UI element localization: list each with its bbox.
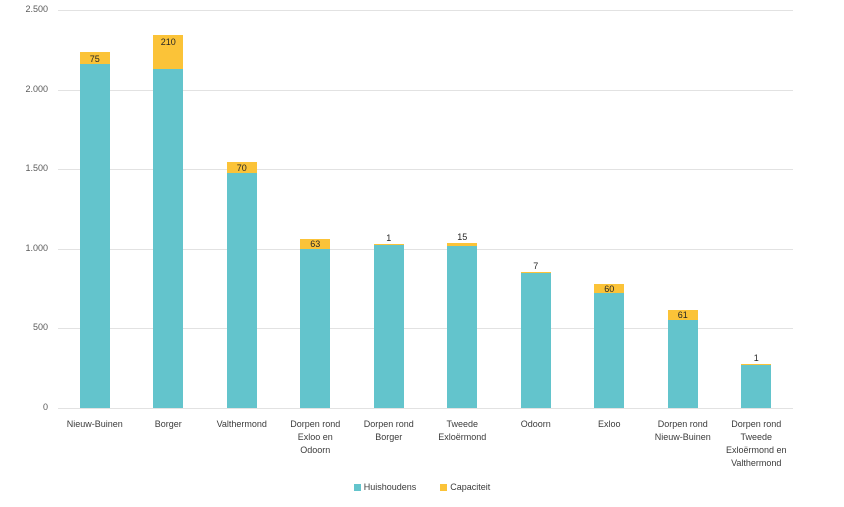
x-tick-label: Dorpen rond Nieuw-Buinen [654, 419, 711, 442]
bar-data-label: 7 [533, 260, 539, 271]
bar-data-label: 70 [236, 163, 247, 174]
x-tick-label: Tweede Exloërmond [438, 419, 487, 442]
y-tick-label: 2.500 [25, 4, 48, 14]
legend-label: Huishoudens [363, 482, 417, 492]
bar-segment-huishoudens[interactable] [226, 173, 257, 408]
gridline [58, 10, 793, 11]
bar-data-label: 1 [753, 353, 759, 364]
legend-swatch-capaciteit [440, 483, 448, 491]
bar-segment-capaciteit[interactable] [447, 243, 478, 246]
plot-area: 75 210 70 63 1 15 7 60 61 1 [58, 10, 793, 409]
legend-label: Capaciteit [450, 482, 491, 492]
chart-legend: Huishoudens Capaciteit [0, 482, 844, 492]
y-tick-label: 2.000 [25, 83, 48, 94]
bar-segment-huishoudens[interactable] [300, 248, 331, 408]
bar-segment-huishoudens[interactable] [667, 319, 698, 408]
x-tick-label: Borger [154, 419, 182, 429]
bar-data-label: 63 [310, 239, 321, 250]
bar-segment-huishoudens[interactable] [741, 364, 772, 408]
bar-segment-capaciteit[interactable] [226, 162, 257, 174]
y-tick-label: 1.500 [25, 163, 48, 174]
bar-segment-huishoudens[interactable] [520, 272, 551, 408]
bar-segment-huishoudens[interactable] [447, 245, 478, 408]
bar-segment-huishoudens[interactable] [594, 293, 625, 408]
bar-data-label: 60 [604, 284, 615, 295]
x-tick-label: Dorpen rond Tweede Exloërmond en Valther… [725, 419, 787, 468]
gridline [58, 408, 793, 409]
bar-segment-capaciteit[interactable] [667, 309, 698, 320]
gridline [58, 89, 793, 91]
bar-data-label: 61 [677, 310, 688, 321]
bar-segment-capaciteit[interactable] [520, 271, 551, 273]
bar-data-label: 210 [160, 37, 176, 48]
bar-data-label: 75 [89, 53, 100, 64]
bar-segment-capaciteit[interactable] [79, 52, 110, 65]
y-tick-label: 1.000 [25, 242, 48, 253]
legend-swatch-huishoudens [353, 483, 361, 491]
legend-item-capaciteit[interactable]: Capaciteit [440, 482, 490, 492]
gridline [58, 248, 793, 250]
y-tick-label: 0 [42, 402, 48, 412]
x-tick-label: Odoorn [520, 419, 551, 429]
y-tick-label: 500 [32, 322, 48, 333]
x-tick-label: Dorpen rond Borger [363, 419, 414, 442]
x-tick-label: Nieuw-Buinen [66, 419, 123, 429]
bar-data-label: 15 [457, 232, 468, 243]
x-tick-label: Dorpen rond Exloo en Odoorn [290, 419, 341, 455]
bar-segment-huishoudens[interactable] [153, 68, 184, 408]
bar-data-label: 1 [386, 232, 392, 243]
bar-segment-capaciteit[interactable] [153, 35, 184, 69]
bar-segment-huishoudens[interactable] [373, 244, 404, 408]
bar-segment-capaciteit[interactable] [300, 238, 331, 249]
x-tick-label: Exloo [597, 419, 621, 429]
bar-segment-capaciteit[interactable] [594, 283, 625, 294]
gridline [58, 328, 793, 330]
x-tick-label: Valthermond [216, 419, 267, 429]
bar-segment-huishoudens[interactable] [79, 64, 110, 408]
gridline [58, 169, 793, 171]
legend-item-huishoudens[interactable]: Huishoudens [353, 482, 417, 492]
